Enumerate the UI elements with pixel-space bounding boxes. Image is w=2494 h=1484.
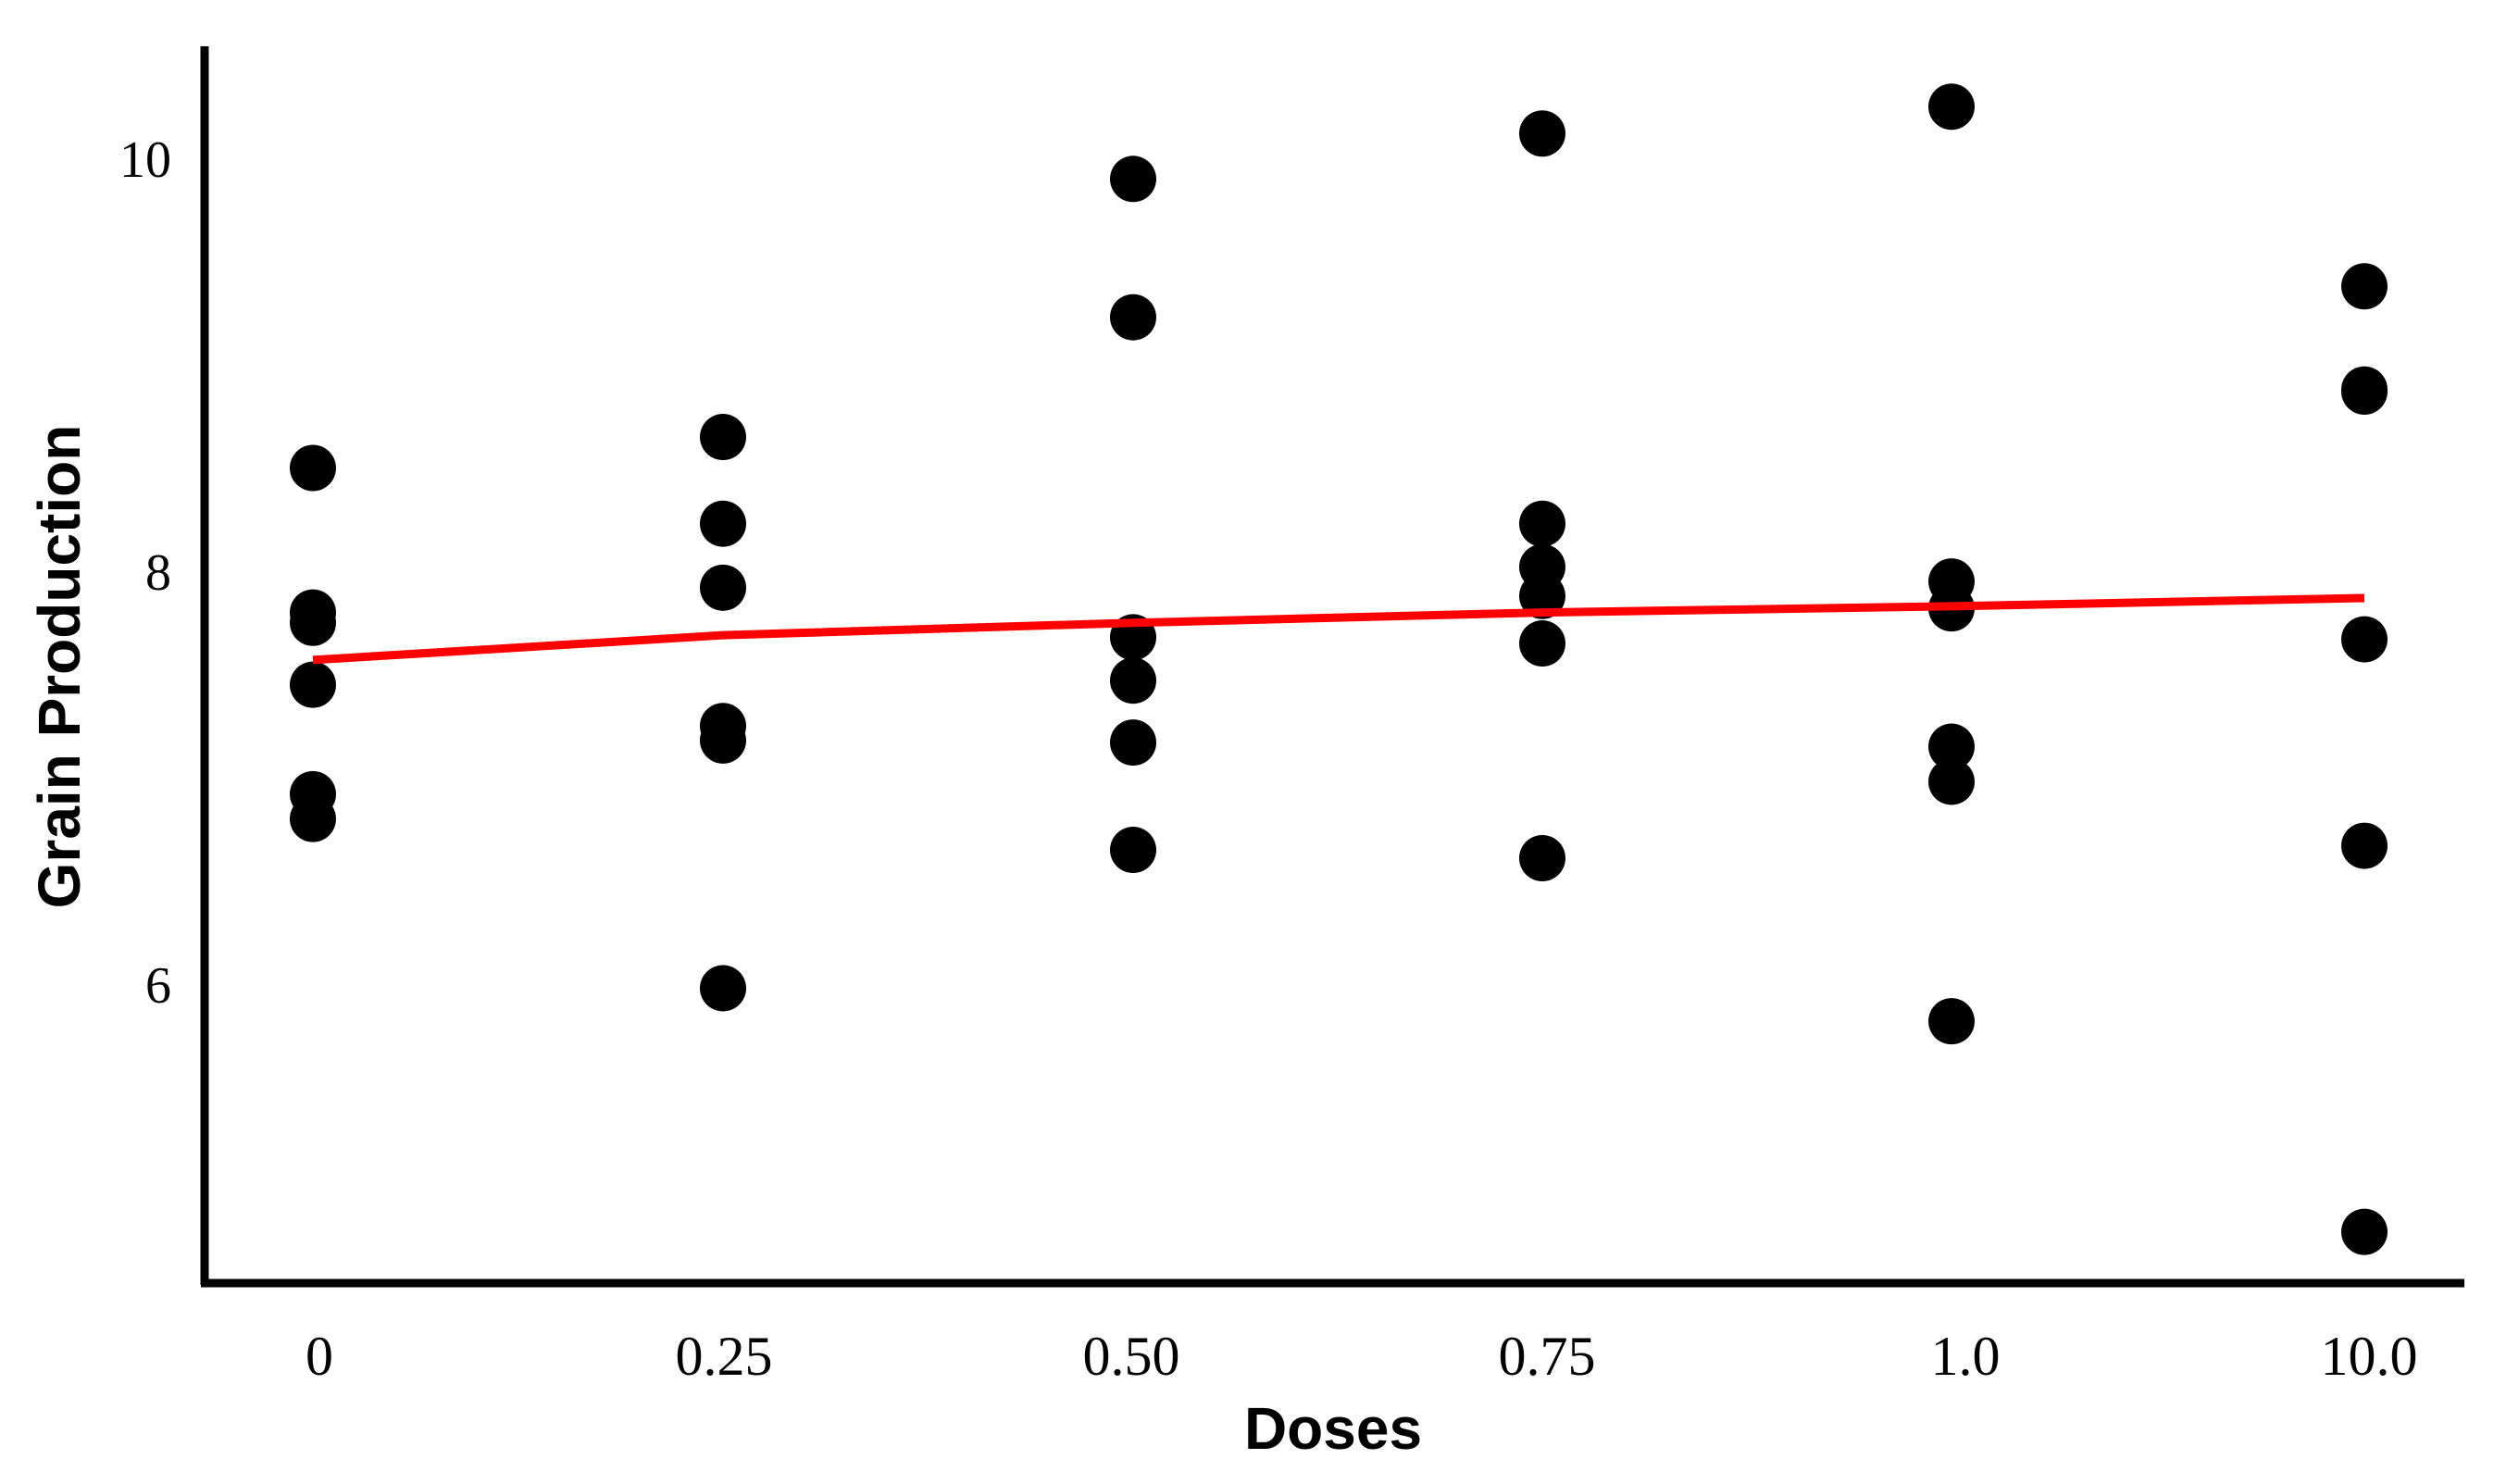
data-point <box>1519 110 1565 157</box>
data-point <box>1519 620 1565 667</box>
data-point <box>1928 998 1975 1045</box>
data-point <box>1110 719 1156 767</box>
data-point <box>700 564 746 611</box>
data-point <box>1928 83 1975 131</box>
trend-line <box>312 593 2365 665</box>
x-axis-title: Doses <box>1244 1395 1422 1462</box>
data-point <box>1110 827 1156 874</box>
data-point <box>1519 500 1565 547</box>
data-points <box>290 83 2388 1255</box>
x-tick-label: 0.75 <box>1499 1326 1596 1387</box>
data-point <box>2341 616 2388 663</box>
data-point <box>700 717 746 764</box>
data-point <box>290 444 336 492</box>
data-point <box>2341 368 2388 415</box>
data-point <box>1519 572 1565 619</box>
y-tick-label: 10 <box>119 131 171 189</box>
x-tick-label: 1.0 <box>1931 1326 2001 1387</box>
y-tick-label: 8 <box>145 544 171 602</box>
axes <box>200 46 2464 1288</box>
y-axis-title: Grain Production <box>26 425 93 909</box>
x-tick-label: 0.25 <box>676 1326 773 1387</box>
data-point <box>1928 758 1975 805</box>
y-tick-labels: 6 8 10 <box>119 131 171 1015</box>
data-point <box>290 661 336 708</box>
x-tick-labels: 0 0.25 0.50 0.75 1.0 10.0 <box>306 1326 2418 1387</box>
x-tick-label: 0.50 <box>1083 1326 1180 1387</box>
data-point <box>700 500 746 547</box>
data-point <box>1928 723 1975 770</box>
data-point <box>290 795 336 842</box>
y-tick-label: 6 <box>145 957 171 1015</box>
data-point <box>2341 1208 2388 1255</box>
data-point <box>700 965 746 1012</box>
x-tick-label: 0 <box>306 1326 333 1387</box>
data-point <box>700 414 746 461</box>
data-point <box>290 599 336 646</box>
data-point <box>1110 657 1156 705</box>
x-tick-label: 10.0 <box>2321 1326 2418 1387</box>
trend-line-group <box>312 593 2365 665</box>
data-point <box>1110 293 1156 341</box>
data-point <box>1110 156 1156 203</box>
data-point <box>1519 834 1565 881</box>
data-point <box>2341 263 2388 310</box>
data-point <box>2341 822 2388 869</box>
